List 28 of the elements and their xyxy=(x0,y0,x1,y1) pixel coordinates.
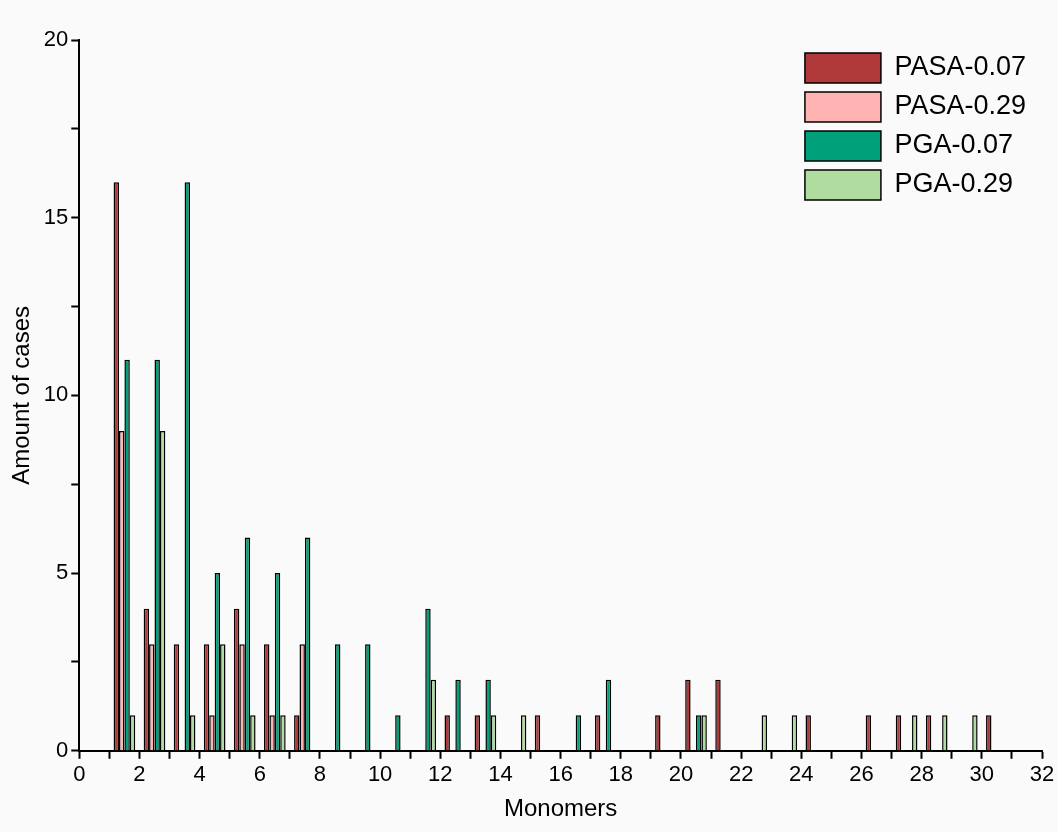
y-tick-label: 15 xyxy=(43,203,69,229)
x-tick-label: 26 xyxy=(849,761,874,787)
y-tick-label: 10 xyxy=(43,381,69,407)
x-tick-label: 22 xyxy=(728,761,754,787)
y-tick-label: 5 xyxy=(56,559,69,585)
x-tick-label: 4 xyxy=(193,761,206,787)
x-tick-label: 12 xyxy=(428,761,453,787)
x-tick-label: 18 xyxy=(608,761,634,787)
x-tick-label: 10 xyxy=(367,761,393,787)
x-tick-label: 30 xyxy=(969,761,995,787)
x-tick-label: 24 xyxy=(789,761,814,787)
legend-label: PGA-0.29 xyxy=(894,168,1013,199)
legend-label: PASA-0.29 xyxy=(894,90,1027,121)
y-tick-label: 0 xyxy=(56,736,69,762)
x-axis-title: Monomers xyxy=(503,794,618,822)
x-tick-label: 14 xyxy=(488,761,513,787)
y-tick-label: 20 xyxy=(43,26,69,52)
x-tick-label: 20 xyxy=(668,761,694,787)
y-axis-title: Amount of cases xyxy=(7,306,35,485)
legend-label: PGA-0.07 xyxy=(894,129,1013,160)
legend-label: PASA-0.07 xyxy=(894,51,1027,82)
x-tick-label: 0 xyxy=(73,761,86,787)
x-tick-label: 16 xyxy=(548,761,573,787)
x-tick-label: 2 xyxy=(133,761,146,787)
x-tick-label: 28 xyxy=(909,761,934,787)
x-tick-label: 6 xyxy=(253,761,266,787)
x-tick-label: 8 xyxy=(313,761,327,787)
x-tick-label: 32 xyxy=(1029,761,1055,787)
